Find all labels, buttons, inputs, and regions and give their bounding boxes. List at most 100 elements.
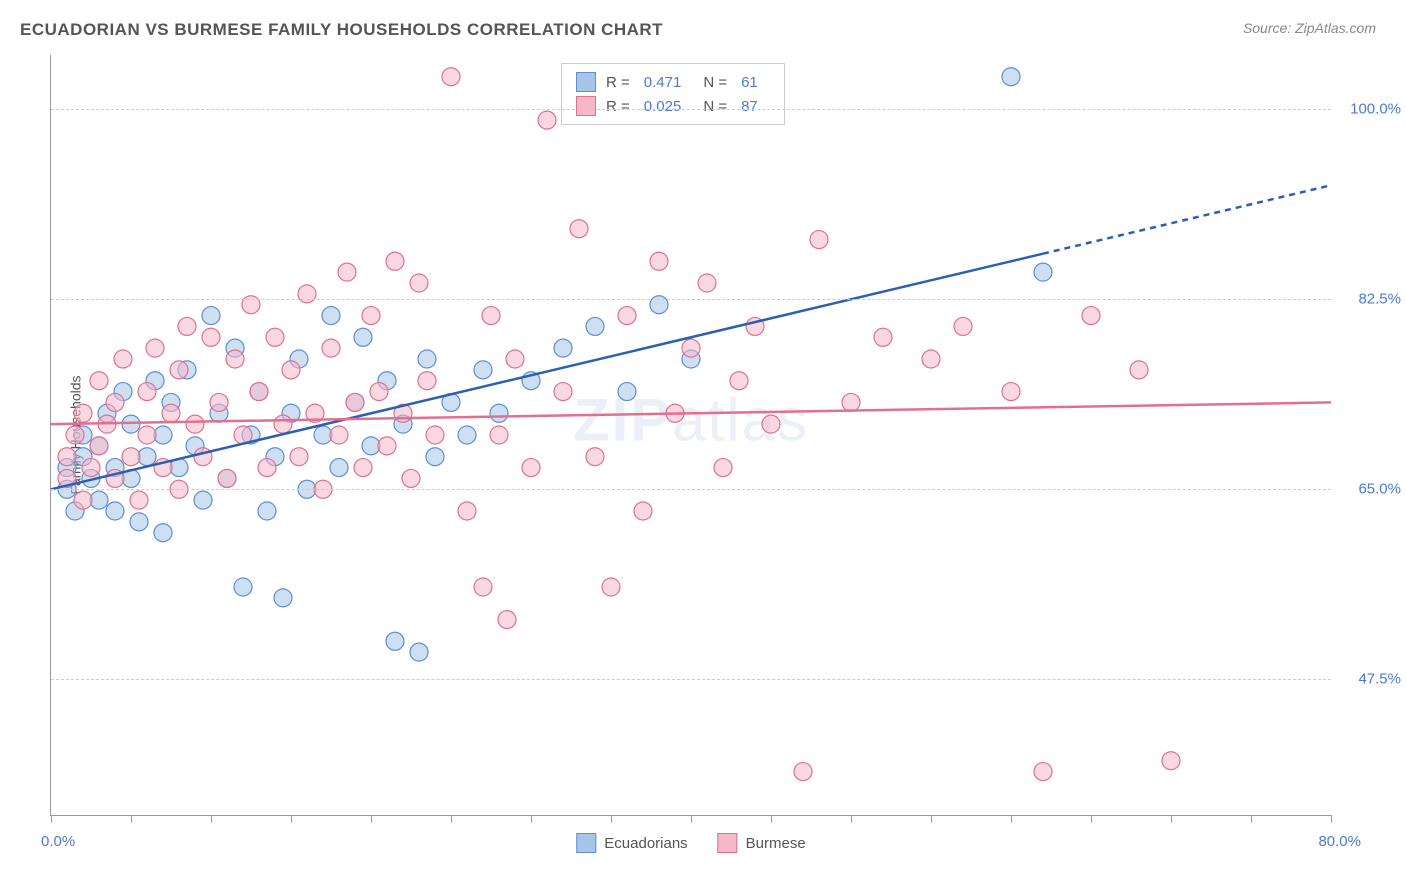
legend-label-burmese: Burmese [746,835,806,852]
scatter-point [202,307,220,325]
scatter-point [874,328,892,346]
x-tick [451,815,452,823]
scatter-point [698,274,716,292]
scatter-point [90,491,108,509]
r-value-burmese: 0.025 [644,98,682,115]
scatter-point [282,361,300,379]
x-tick [531,815,532,823]
scatter-point [194,491,212,509]
scatter-point [122,415,140,433]
scatter-point [410,274,428,292]
scatter-point [178,317,196,335]
scatter-point [418,350,436,368]
scatter-svg [51,55,1331,815]
legend-label-ecuadorians: Ecuadorians [604,835,687,852]
legend-row-burmese: R = 0.025 N = 87 [576,94,770,118]
scatter-point [1082,307,1100,325]
scatter-point [138,426,156,444]
scatter-point [538,111,556,129]
plot-area: Family Households ZIPatlas R = 0.471 N =… [50,55,1331,816]
trend-line-dashed [1043,185,1331,253]
trend-line [51,254,1043,490]
chart-container: ECUADORIAN VS BURMESE FAMILY HOUSEHOLDS … [0,0,1406,892]
scatter-point [554,383,572,401]
scatter-point [258,459,276,477]
correlation-legend: R = 0.471 N = 61 R = 0.025 N = 87 [561,63,785,125]
r-label: R = [606,74,630,91]
x-tick [1171,815,1172,823]
scatter-point [458,502,476,520]
scatter-point [602,578,620,596]
scatter-point [114,350,132,368]
x-tick [611,815,612,823]
scatter-point [154,426,172,444]
x-tick [291,815,292,823]
r-value-ecuadorians: 0.471 [644,74,682,91]
scatter-point [474,578,492,596]
scatter-point [130,491,148,509]
scatter-point [506,350,524,368]
scatter-point [234,578,252,596]
scatter-point [354,328,372,346]
scatter-point [762,415,780,433]
n-value-burmese: 87 [741,98,758,115]
scatter-point [426,448,444,466]
scatter-point [354,459,372,477]
scatter-point [274,415,292,433]
scatter-point [290,448,308,466]
scatter-point [954,317,972,335]
scatter-point [730,372,748,390]
x-tick [851,815,852,823]
scatter-point [386,252,404,270]
scatter-point [250,383,268,401]
gridline [51,679,1331,680]
n-value-ecuadorians: 61 [741,74,758,91]
scatter-point [618,307,636,325]
series-legend: Ecuadorians Burmese [576,833,805,853]
n-label: N = [703,98,727,115]
gridline [51,299,1331,300]
scatter-point [322,307,340,325]
x-tick [691,815,692,823]
scatter-point [1034,763,1052,781]
scatter-point [586,448,604,466]
scatter-point [1130,361,1148,379]
scatter-point [634,502,652,520]
scatter-point [1002,383,1020,401]
scatter-point [266,328,284,346]
scatter-point [490,426,508,444]
scatter-point [442,68,460,86]
scatter-point [618,383,636,401]
scatter-point [378,437,396,455]
scatter-point [714,459,732,477]
x-tick [211,815,212,823]
scatter-point [330,426,348,444]
scatter-point [106,393,124,411]
scatter-point [410,643,428,661]
scatter-point [498,611,516,629]
scatter-point [186,415,204,433]
scatter-point [210,393,228,411]
scatter-point [330,459,348,477]
scatter-point [226,350,244,368]
x-tick [1091,815,1092,823]
scatter-point [106,502,124,520]
scatter-point [570,220,588,238]
scatter-point [122,448,140,466]
y-tick-label: 47.5% [1341,671,1401,688]
scatter-point [1162,752,1180,770]
scatter-point [418,372,436,390]
scatter-point [170,361,188,379]
scatter-point [82,459,100,477]
x-tick [931,815,932,823]
scatter-point [554,339,572,357]
swatch-burmese [576,96,596,116]
scatter-point [362,437,380,455]
scatter-point [370,383,388,401]
chart-title: ECUADORIAN VS BURMESE FAMILY HOUSEHOLDS … [20,20,663,40]
scatter-point [90,437,108,455]
swatch-ecuadorians-bottom [576,833,596,853]
scatter-point [426,426,444,444]
scatter-point [74,491,92,509]
scatter-point [922,350,940,368]
